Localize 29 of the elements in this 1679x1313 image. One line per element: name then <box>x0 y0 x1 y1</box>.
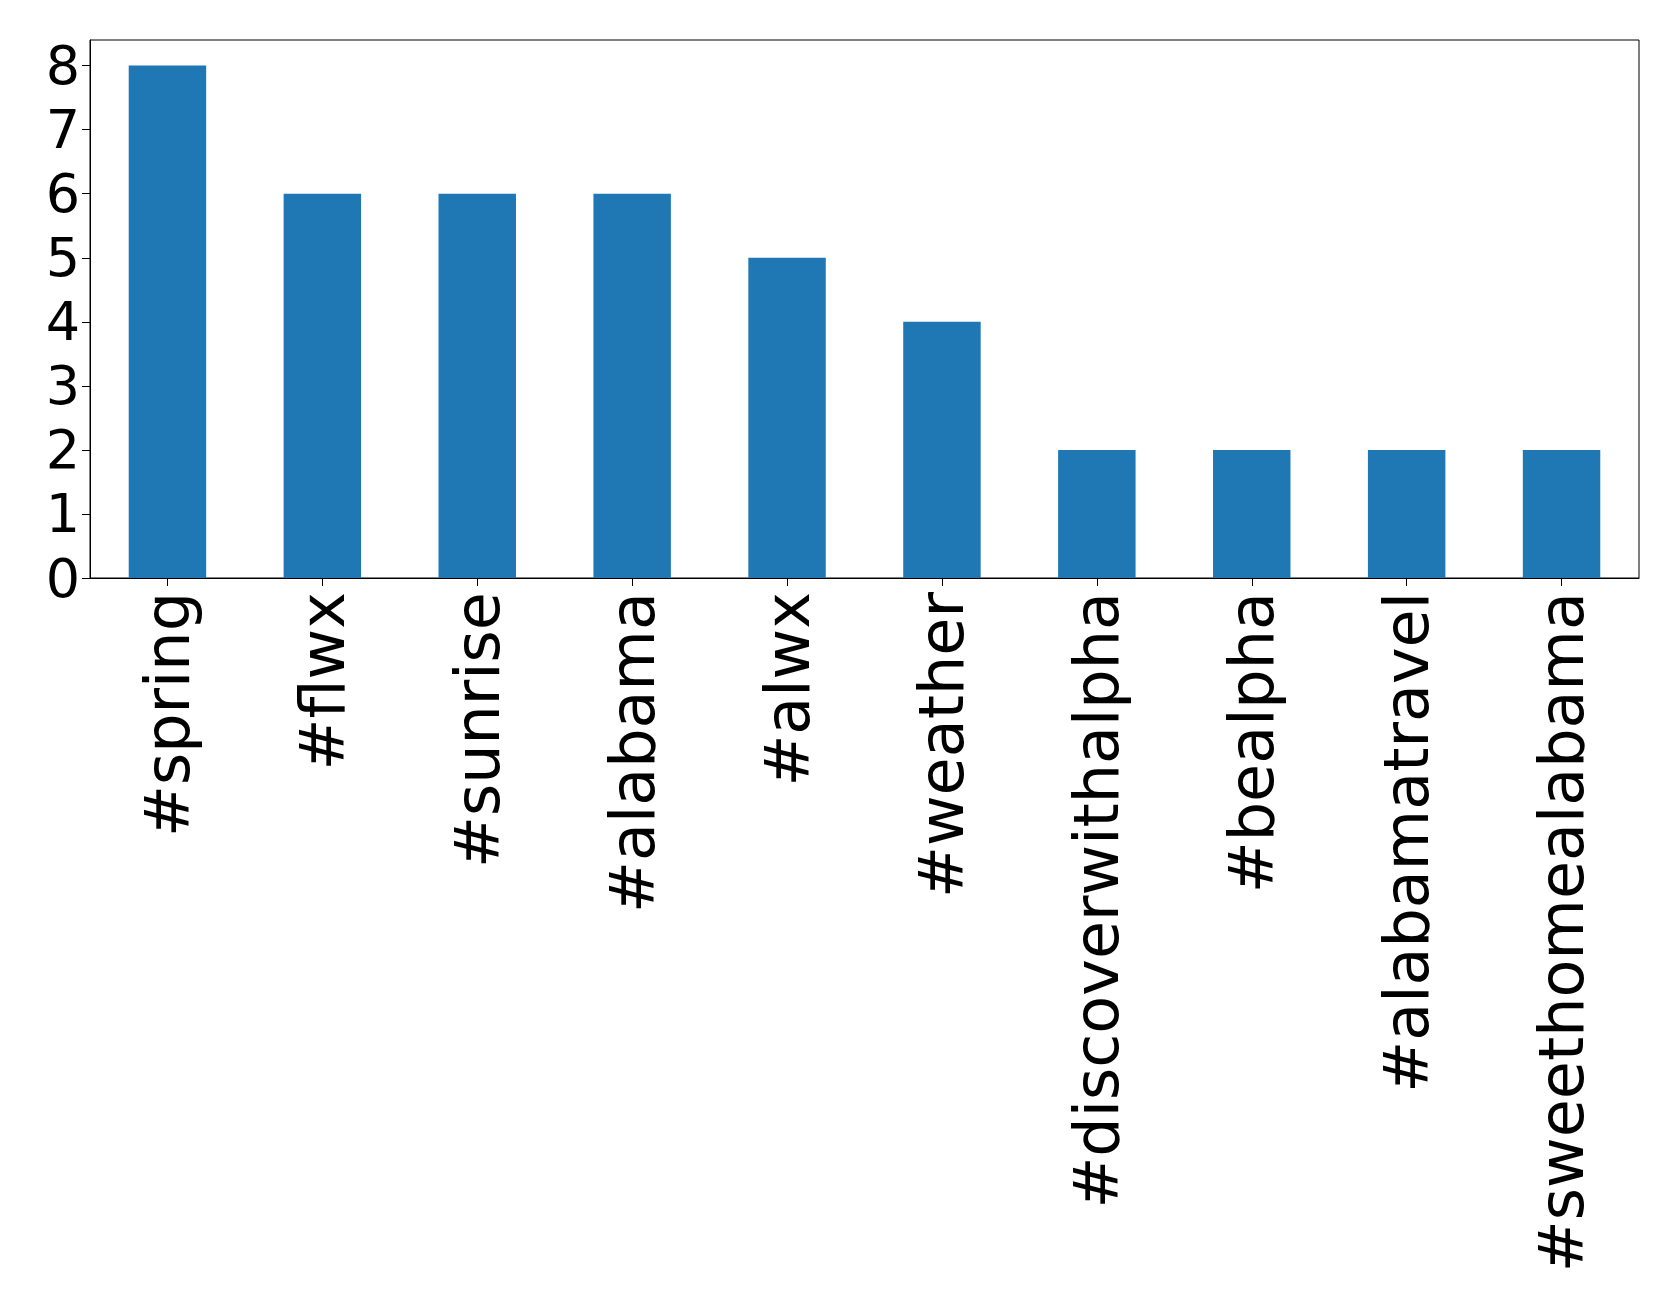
y-tick-label: 2 <box>45 418 80 482</box>
x-tick-label: #alabama <box>595 592 669 913</box>
x-tick-label: #bealpha <box>1215 592 1289 894</box>
y-tick-label: 0 <box>45 546 80 610</box>
x-tick-label: #weather <box>905 591 979 899</box>
bar <box>903 321 981 578</box>
x-tick-label: #sweethomealabama <box>1525 592 1599 1273</box>
y-tick-label: 4 <box>45 290 80 354</box>
y-tick-label: 6 <box>45 162 80 226</box>
x-tick-label: #alwx <box>750 592 824 787</box>
bar <box>593 193 671 578</box>
y-tick-label: 1 <box>45 482 80 546</box>
bar <box>283 193 362 578</box>
bar <box>1522 449 1601 578</box>
x-tick-label: #spring <box>130 592 204 837</box>
x-tick-label: #flwx <box>285 592 359 771</box>
x-tick-label: #alabamatravel <box>1370 592 1444 1093</box>
bar <box>128 65 207 578</box>
bar <box>1058 449 1136 578</box>
y-tick-label: 8 <box>45 34 80 98</box>
y-tick-label: 7 <box>45 98 80 162</box>
bar <box>438 193 516 578</box>
bar <box>1213 449 1291 578</box>
x-tick-label: #discoverwithalpha <box>1060 592 1134 1209</box>
bar <box>1367 449 1446 578</box>
y-tick-label: 3 <box>45 354 80 418</box>
y-tick-label: 5 <box>45 226 80 290</box>
bar <box>748 257 826 578</box>
x-tick-label: #sunrise <box>440 592 514 869</box>
